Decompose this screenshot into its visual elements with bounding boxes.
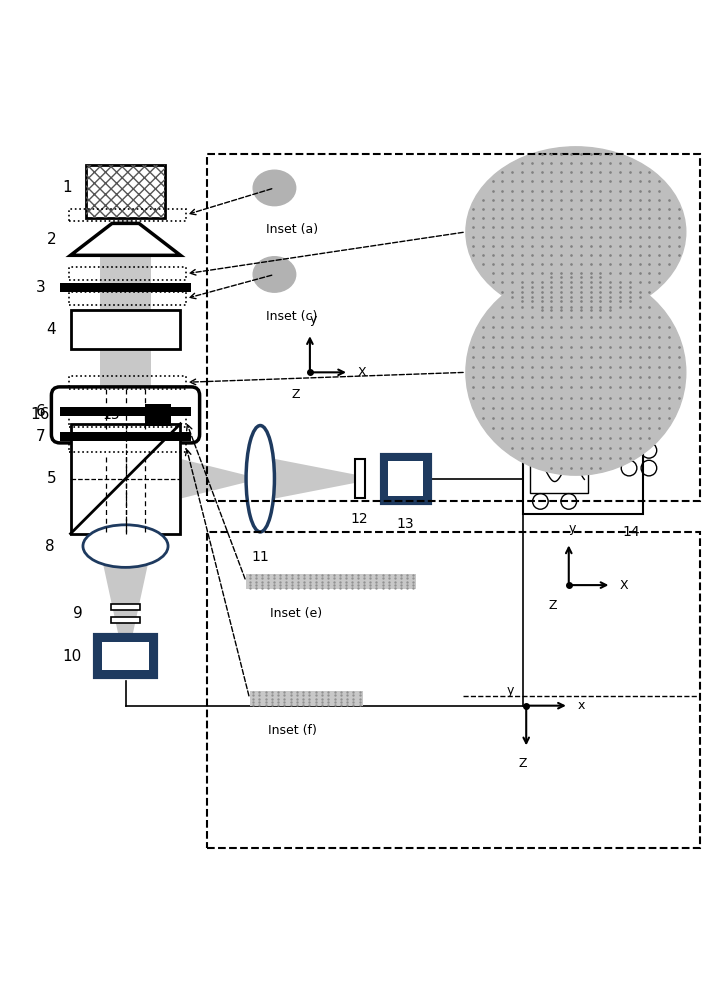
Text: 15: 15 [103,408,120,422]
Bar [70,424,180,534]
Bar [388,461,424,496]
Ellipse shape [83,525,168,567]
Text: Z: Z [549,599,557,612]
Text: Inset (d): Inset (d) [550,486,602,499]
Bar [100,457,151,543]
Text: X: X [357,366,366,379]
Ellipse shape [466,147,686,317]
Bar [69,267,186,280]
Bar [69,414,186,427]
Text: 7: 7 [36,429,46,444]
Bar [246,574,417,589]
Bar [69,439,186,452]
Bar [69,376,186,389]
Ellipse shape [246,426,274,532]
Ellipse shape [466,270,686,475]
Bar [250,691,363,706]
Text: y: y [569,522,576,535]
Polygon shape [70,223,180,255]
Bar [111,604,140,610]
Bar [69,292,186,305]
Text: 5: 5 [47,471,56,486]
Text: Inset (e): Inset (e) [270,607,322,620]
Text: 8: 8 [45,539,55,554]
Text: 13: 13 [397,517,414,531]
Text: 9: 9 [73,606,83,621]
Ellipse shape [253,170,295,206]
Text: x: x [577,699,585,712]
Text: 3: 3 [36,280,46,295]
Polygon shape [180,459,246,499]
Text: y: y [507,684,514,697]
Text: 1: 1 [63,180,73,195]
Text: y: y [310,313,317,326]
Bar [117,213,133,255]
Bar [382,455,430,503]
Bar [60,283,191,292]
Bar [207,154,700,501]
Bar [145,404,171,426]
Polygon shape [100,550,151,635]
Text: Z: Z [518,757,527,770]
Text: Inset (a): Inset (a) [266,223,318,236]
Bar [86,165,164,218]
Bar [523,429,643,514]
Polygon shape [274,459,355,499]
Bar [355,459,365,498]
Text: 11: 11 [251,550,269,564]
Bar [207,532,700,848]
Text: 10: 10 [62,649,81,664]
Bar [117,193,133,216]
Text: 16: 16 [30,407,49,422]
Bar [60,432,191,441]
Text: 12: 12 [351,512,368,526]
Text: 4: 4 [47,322,56,337]
Bar [103,642,149,670]
Ellipse shape [253,257,295,292]
Text: Inset (b): Inset (b) [550,328,602,341]
Text: X: X [620,579,629,592]
Text: 6: 6 [36,404,46,419]
FancyBboxPatch shape [51,387,199,443]
Text: Inset (f): Inset (f) [268,724,317,737]
Bar [70,310,180,349]
Text: 14: 14 [622,525,639,539]
Bar [100,252,151,457]
Bar [111,617,140,623]
Bar [95,635,156,677]
Bar [86,165,164,218]
Text: Z: Z [291,388,300,401]
Text: 2: 2 [47,232,56,247]
Bar [530,450,588,493]
Bar [69,209,186,221]
Text: Inset (c): Inset (c) [266,310,318,323]
Bar [60,407,191,416]
